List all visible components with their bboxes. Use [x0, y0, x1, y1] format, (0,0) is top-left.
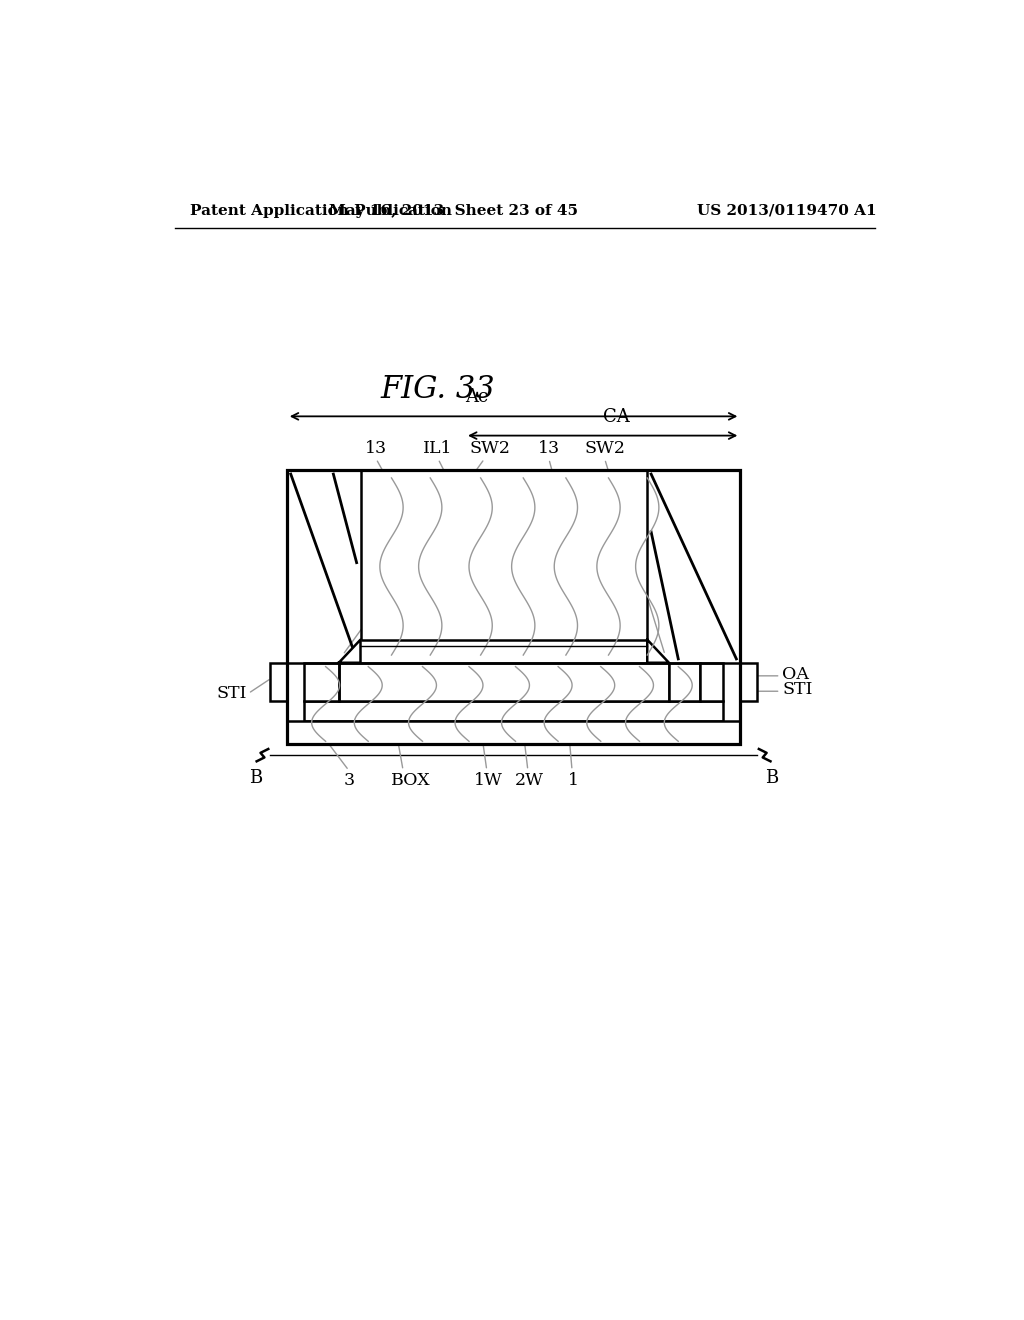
Bar — [360, 470, 647, 640]
Polygon shape — [339, 640, 360, 663]
Bar — [287, 470, 740, 663]
Text: 13: 13 — [538, 440, 560, 457]
Text: BOX: BOX — [391, 772, 431, 789]
Text: 1W: 1W — [474, 772, 503, 789]
Text: Ac: Ac — [465, 388, 488, 407]
Bar — [287, 470, 740, 743]
Bar — [360, 470, 647, 640]
Text: 3: 3 — [343, 772, 354, 789]
Text: B: B — [765, 770, 778, 787]
Bar — [287, 721, 740, 743]
Text: OA: OA — [782, 665, 809, 682]
Text: B: B — [249, 770, 262, 787]
Text: IL1: IL1 — [423, 440, 453, 457]
Bar — [700, 663, 723, 701]
Bar — [304, 663, 339, 701]
Bar — [669, 663, 700, 701]
Bar — [339, 663, 669, 701]
Bar — [360, 470, 647, 663]
Polygon shape — [647, 640, 669, 663]
Bar — [270, 663, 287, 701]
Text: FIG. 33: FIG. 33 — [381, 374, 496, 405]
Text: SW2: SW2 — [584, 440, 625, 457]
Bar — [647, 470, 740, 663]
Text: US 2013/0119470 A1: US 2013/0119470 A1 — [697, 203, 877, 218]
Bar — [287, 470, 740, 743]
Bar — [304, 701, 723, 721]
Text: 1: 1 — [568, 772, 580, 789]
Bar — [700, 663, 723, 701]
Bar — [287, 470, 360, 663]
Text: 2W: 2W — [515, 772, 544, 789]
Bar — [740, 663, 758, 701]
Text: Patent Application Publication: Patent Application Publication — [190, 203, 452, 218]
Bar — [304, 663, 339, 701]
Text: May 16, 2013  Sheet 23 of 45: May 16, 2013 Sheet 23 of 45 — [329, 203, 578, 218]
Text: 13: 13 — [365, 440, 387, 457]
Text: STI: STI — [216, 685, 247, 702]
Text: STI: STI — [782, 681, 813, 698]
Text: SW2: SW2 — [469, 440, 510, 457]
Text: CA: CA — [603, 408, 630, 426]
